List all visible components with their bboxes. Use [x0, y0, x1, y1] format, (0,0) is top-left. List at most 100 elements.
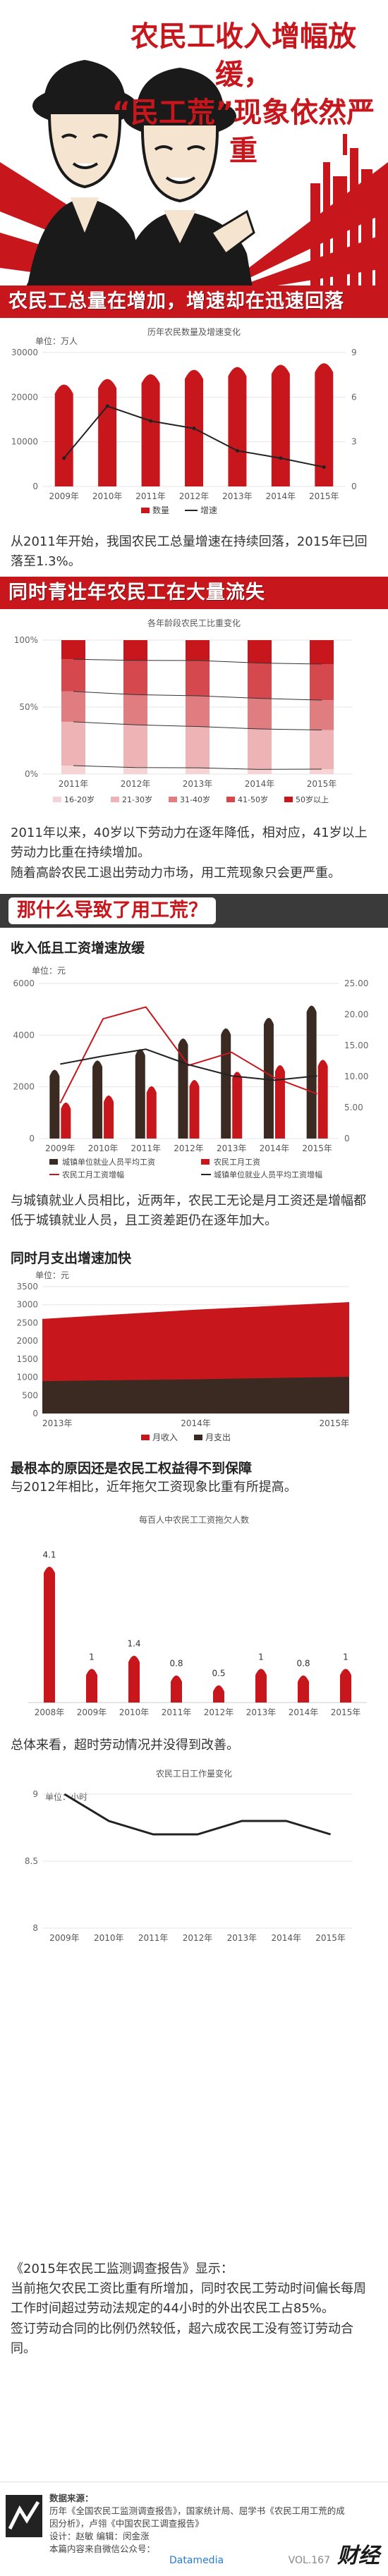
footer-sources-text: 历年《全国农民工监测调查报告》，国家统计局、屈学书《农民工用工荒的成因分析》，卢…: [49, 2506, 345, 2529]
x-tick-label: 2013年: [217, 1143, 247, 1153]
x-tick-label: 2013年: [42, 1418, 73, 1428]
y-tick-label: 0: [32, 1409, 38, 1418]
x-tick-label: 2011年: [135, 491, 166, 501]
y-tick-label: 20000: [11, 392, 38, 402]
y-tick-label: 2500: [16, 1318, 38, 1327]
footer-label: 数据来源：: [49, 2493, 94, 2503]
stacked-bar-segment: [310, 640, 334, 665]
x-tick-label: 2009年: [45, 1143, 75, 1153]
stacked-bar-segment: [248, 769, 272, 774]
stacked-bar-segment: [310, 700, 334, 730]
stacked-bar-segment: [248, 663, 272, 699]
x-tick-label: 2014年: [260, 1143, 290, 1153]
stacked-bar-segment: [61, 721, 85, 766]
stacked-bar-segment: [310, 664, 334, 701]
y-tick-label: 10000: [11, 437, 38, 447]
stacked-bar-segment: [123, 725, 147, 768]
x-tick-label: 2012年: [179, 491, 210, 501]
y2-tick-label: 0: [344, 1134, 350, 1143]
y-tick-label: 100%: [14, 635, 38, 645]
y-tick-label: 50%: [19, 702, 38, 712]
y2-tick-label: 10.00: [344, 1072, 368, 1081]
bar: [135, 1049, 145, 1139]
bar: [306, 1005, 317, 1139]
section-title: 同时青壮年农民工在大量流失: [8, 582, 265, 603]
paragraph-wages: 与城镇就业人员相比，近两年，农民工无论是月工资还是增幅都低于城镇就业人员，且工资…: [11, 1194, 366, 1228]
stacked-bar-segment: [310, 768, 334, 774]
bar: [317, 1060, 328, 1139]
chart-wage-arrears: 每百人中农民工工资拖欠人数 4.1 2008年 1 2009年 1.4 2010年 0.8 20…: [28, 1514, 367, 1717]
x-tick-label: 2012年: [174, 1143, 204, 1153]
y-tick-label: 500: [22, 1390, 38, 1400]
footer-volume: VOL.167: [288, 2555, 330, 2566]
paragraph-arrears: 与2012年相比，近年拖欠工资现象比重有所提高。: [11, 1480, 297, 1495]
x-tick-label: 2009年: [49, 1933, 80, 1943]
chart-income-spending: 单位：元 0 500 1000 1500 2000 2500 3000 3500 2013年 201…: [16, 1270, 349, 1442]
y2-tick-label: 6: [351, 392, 357, 402]
legend-swatch: [169, 797, 177, 802]
y2-tick-label: 15.00: [344, 1041, 368, 1050]
x-tick-label: 2012年: [204, 1707, 234, 1717]
connector-line: [73, 721, 322, 730]
legend-label: 城镇单位就业人员平均工资: [62, 1157, 155, 1167]
legend-swatch: [141, 1435, 150, 1440]
bar: [340, 1669, 351, 1703]
line-point: [279, 456, 283, 460]
y-tick-label: 2000: [13, 1082, 35, 1092]
y-tick-label: 9: [32, 1789, 38, 1799]
x-tick-label: 2015年: [309, 491, 339, 501]
hero-illustration: [0, 60, 388, 296]
x-tick-label: 2011年: [138, 1933, 169, 1943]
y2-tick-label: 0: [351, 482, 357, 491]
stacked-bar-segment: [186, 696, 210, 727]
y-tick-label: 1000: [16, 1373, 38, 1382]
x-tick-label: 2013年: [246, 1707, 277, 1717]
bar: [92, 1060, 103, 1139]
bar: [255, 1669, 267, 1703]
y-tick-label: 4000: [13, 1030, 35, 1040]
x-tick-label: 2009年: [77, 1707, 107, 1717]
bar: [104, 1096, 114, 1139]
x-tick-label: 2013年: [222, 491, 253, 501]
subhead-income: 收入低且工资增速放缓: [11, 940, 145, 956]
stacked-bar-segment: [248, 698, 272, 729]
x-tick-label: 2010年: [119, 1707, 150, 1717]
y-axis-label: 单位：元: [32, 965, 66, 976]
y-tick-label: 30000: [11, 348, 38, 357]
bar: [171, 1675, 182, 1703]
legend-label: 21-30岁: [122, 795, 152, 804]
bar: [274, 1065, 285, 1139]
y2-tick-label: 5.00: [344, 1103, 363, 1112]
y-axis-label: 单位：小时: [45, 1791, 87, 1802]
data-label: 0.5: [212, 1669, 225, 1679]
bar: [49, 1069, 60, 1139]
x-tick-label: 2011年: [131, 1143, 162, 1153]
x-tick-label: 2012年: [183, 1933, 213, 1943]
x-tick-label: 2014年: [181, 1418, 211, 1428]
bar: [98, 379, 117, 486]
y-tick-label: 0%: [25, 769, 38, 779]
y2-tick-label: 20.00: [344, 1010, 368, 1019]
x-tick-label: 2008年: [35, 1707, 65, 1717]
bar: [189, 1080, 200, 1139]
stacked-bar-segment: [186, 726, 210, 768]
line-point: [149, 419, 153, 423]
stacked-bar-segment: [123, 660, 147, 695]
legend-swatch: [226, 797, 235, 802]
legend-swatch: [284, 797, 293, 802]
hero-title: 农民工收入增幅放缓， “民工荒”现象依然严重: [106, 18, 381, 170]
stacked-bar-segment: [248, 640, 272, 663]
chart-title: 农民工日工作量变化: [156, 1768, 232, 1779]
stacked-bar-segment: [123, 767, 147, 774]
bar: [146, 1086, 157, 1139]
legend-label: 月收入: [152, 1433, 178, 1442]
hero-title-line2: “民工荒”现象依然严重: [111, 97, 375, 167]
x-tick-label: 2014年: [271, 1933, 301, 1943]
spending-area: [42, 1376, 349, 1413]
caijing-logo: [6, 2495, 42, 2537]
legend-label: 增速: [200, 505, 217, 515]
paragraph-report-3: 签订劳动合同的比例仍然较低，超六成农民工没有签订劳动合同。: [11, 2322, 353, 2356]
x-tick-label: 2014年: [289, 1707, 319, 1717]
bar: [61, 1103, 71, 1139]
